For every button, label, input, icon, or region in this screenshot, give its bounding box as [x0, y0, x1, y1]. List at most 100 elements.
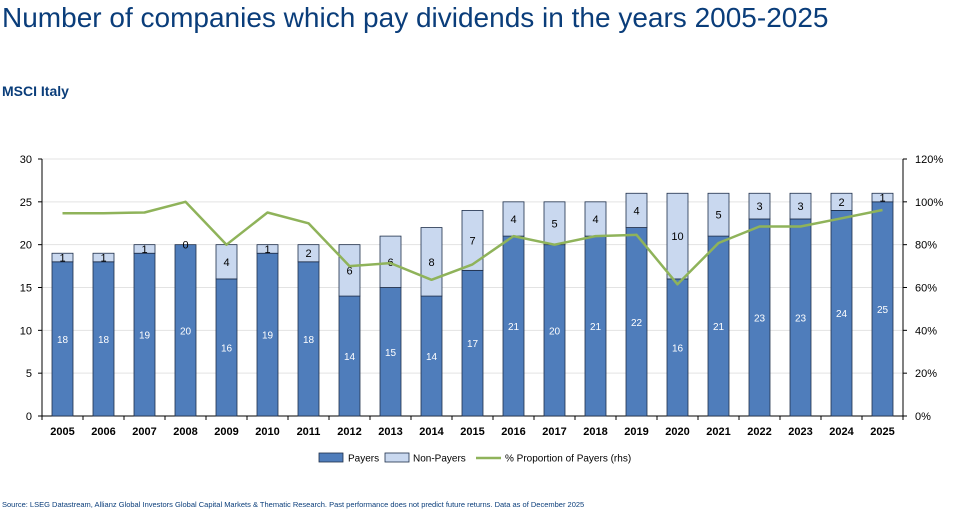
x-tick-label: 2023 [788, 426, 812, 438]
y-tick-label: 20 [20, 240, 32, 252]
dividend-chart: 0510152025300%20%40%60%80%100%120%181200… [20, 154, 944, 465]
y-tick-label: 25 [20, 197, 32, 209]
non-payers-data-label: 5 [715, 210, 721, 222]
bar-non-payers [830, 192, 853, 211]
non-payers-data-label: 2 [838, 197, 844, 209]
bar-non-payers [133, 244, 156, 254]
legend-label-payers: Payers [348, 454, 379, 465]
x-tick-label: 2016 [501, 426, 525, 438]
y-tick-label: 5 [26, 368, 32, 380]
non-payers-data-label: 4 [633, 205, 639, 217]
x-tick-label: 2014 [419, 426, 444, 438]
non-payers-data-label: 1 [100, 253, 106, 265]
payers-data-label: 16 [672, 343, 684, 354]
non-payers-data-label: 4 [592, 214, 598, 226]
y-tick-label: 10 [20, 325, 32, 337]
x-tick-label: 2012 [337, 426, 361, 438]
non-payers-data-label: 1 [264, 244, 270, 256]
payers-data-label: 19 [262, 331, 274, 342]
non-payers-data-label: 8 [428, 257, 434, 269]
y-tick-label: 15 [20, 283, 32, 295]
payers-data-label: 17 [467, 339, 479, 350]
x-tick-label: 2018 [583, 426, 607, 438]
payers-data-label: 15 [385, 348, 397, 359]
y2-tick-label: 0% [915, 411, 931, 423]
bar-non-payers [707, 192, 730, 237]
payers-data-label: 21 [590, 322, 602, 333]
payers-data-label: 23 [754, 313, 766, 324]
non-payers-data-label: 3 [797, 201, 803, 213]
non-payers-data-label: 7 [469, 235, 475, 247]
payers-data-label: 14 [426, 352, 438, 363]
payers-data-label: 18 [57, 335, 69, 346]
payers-data-label: 20 [180, 326, 192, 337]
x-tick-label: 2015 [460, 426, 484, 438]
payers-data-label: 20 [549, 326, 561, 337]
payers-data-label: 18 [98, 335, 110, 346]
bar-non-payers [789, 192, 812, 220]
non-payers-data-label: 5 [551, 218, 557, 230]
legend-label-non-payers: Non-Payers [413, 454, 466, 465]
payers-data-label: 24 [836, 309, 848, 320]
non-payers-data-label: 3 [756, 201, 762, 213]
bar-non-payers [461, 209, 484, 271]
x-tick-label: 2017 [542, 426, 566, 438]
x-tick-label: 2005 [50, 426, 74, 438]
chart-title: Number of companies which pay dividends … [2, 2, 829, 33]
bar-non-payers [871, 192, 894, 203]
x-tick-label: 2008 [173, 426, 197, 438]
bar-non-payers [256, 244, 279, 254]
x-tick-label: 2021 [706, 426, 730, 438]
bar-non-payers [297, 244, 320, 263]
payers-data-label: 22 [631, 318, 643, 329]
x-tick-label: 2022 [747, 426, 771, 438]
x-tick-label: 2019 [624, 426, 648, 438]
y2-tick-label: 60% [915, 283, 937, 295]
y-tick-label: 30 [20, 154, 32, 166]
x-tick-label: 2007 [132, 426, 156, 438]
x-tick-label: 2011 [297, 426, 321, 438]
bar-non-payers [51, 252, 74, 263]
payers-data-label: 18 [303, 335, 315, 346]
non-payers-data-label: 2 [305, 248, 311, 260]
x-tick-label: 2024 [829, 426, 854, 438]
x-tick-label: 2006 [91, 426, 115, 438]
non-payers-data-label: 10 [671, 231, 683, 243]
payers-data-label: 25 [877, 305, 889, 316]
payers-data-label: 23 [795, 313, 807, 324]
bar-non-payers [338, 244, 361, 297]
bar-non-payers [748, 192, 771, 220]
bar-non-payers [379, 235, 402, 288]
x-tick-label: 2010 [255, 426, 279, 438]
payers-data-label: 21 [508, 322, 520, 333]
y-tick-label: 0 [26, 411, 32, 423]
bar-non-payers [625, 192, 648, 228]
x-tick-label: 2025 [870, 426, 894, 438]
payers-data-label: 16 [221, 343, 233, 354]
line-proportion-payers [62, 200, 883, 286]
y2-tick-label: 120% [915, 154, 943, 166]
bar-non-payers [92, 252, 115, 263]
non-payers-data-label: 1 [879, 193, 885, 205]
bar-non-payers [666, 192, 689, 280]
payers-data-label: 19 [139, 331, 151, 342]
payers-data-label: 21 [713, 322, 725, 333]
non-payers-data-label: 6 [346, 265, 352, 277]
legend-label-proportion: % Proportion of Payers (rhs) [505, 454, 631, 465]
chart-subtitle: MSCI Italy [2, 83, 69, 99]
source-note: Source: LSEG Datastream, Allianz Global … [2, 500, 585, 509]
y2-tick-label: 80% [915, 240, 937, 252]
non-payers-data-label: 4 [223, 257, 229, 269]
legend-swatch-non-payers [384, 452, 410, 463]
legend-swatch-payers [318, 452, 344, 463]
non-payers-data-label: 0 [182, 240, 188, 252]
bar-payers [174, 244, 197, 417]
non-payers-data-label: 1 [59, 253, 65, 265]
x-tick-label: 2020 [665, 426, 689, 438]
non-payers-data-label: 1 [141, 244, 147, 256]
y2-tick-label: 40% [915, 325, 937, 337]
y2-tick-label: 100% [915, 197, 943, 209]
x-tick-label: 2009 [214, 426, 238, 438]
x-tick-label: 2013 [378, 426, 402, 438]
non-payers-data-label: 4 [510, 214, 516, 226]
